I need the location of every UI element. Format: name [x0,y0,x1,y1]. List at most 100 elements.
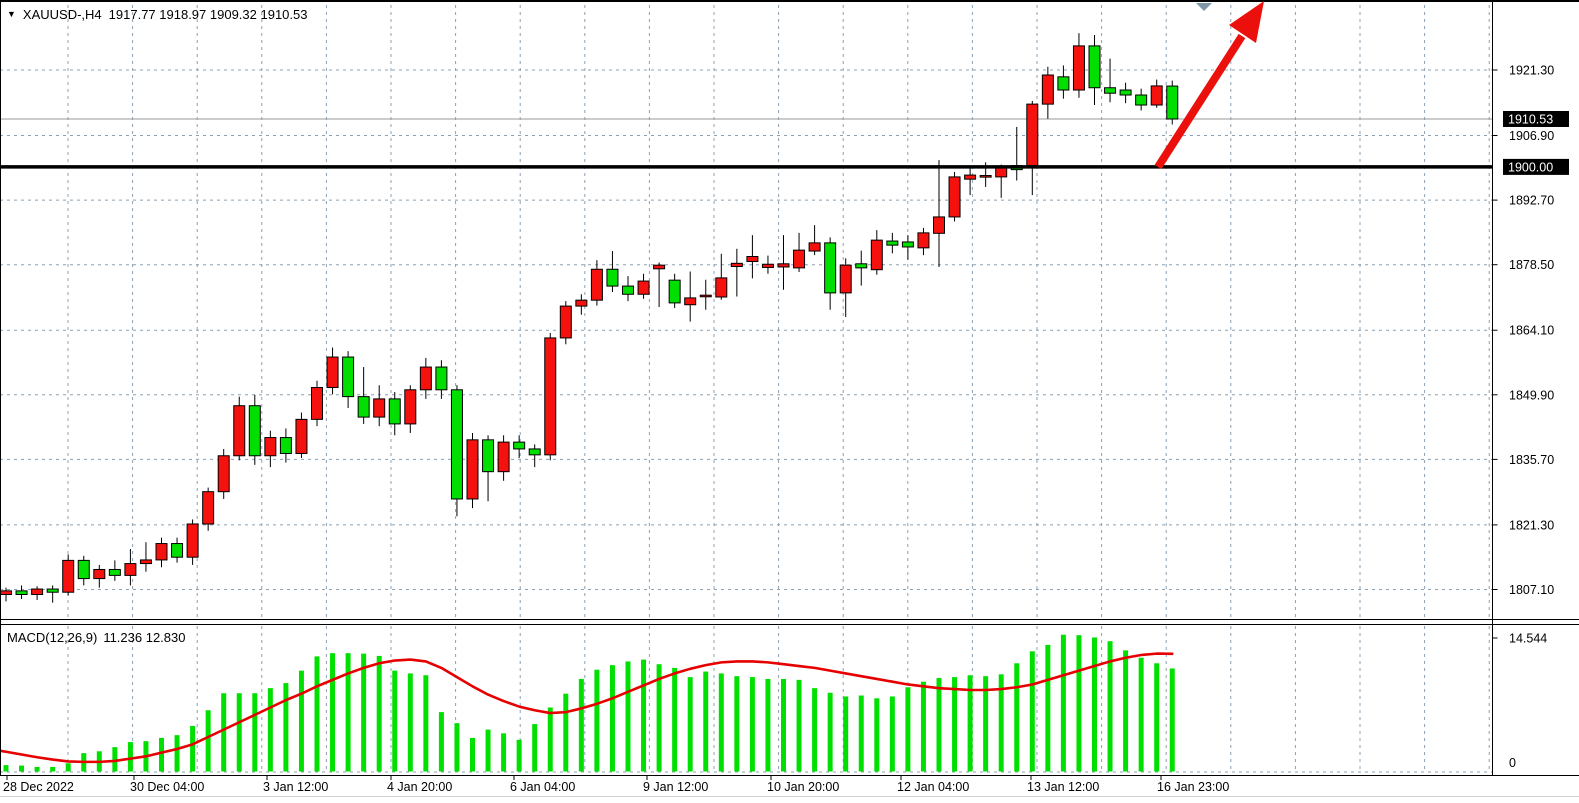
symbol-period-label: XAUUSD-,H4 [22,7,102,22]
candle-body [1166,85,1179,120]
chart-shift-marker-icon[interactable] [1196,3,1212,11]
price-axis-label: 1921.30 [1509,64,1554,78]
candle-body [1072,45,1085,91]
candle-body [839,264,852,294]
time-axis-label: 12 Jan 04:00 [897,780,969,794]
candle-body [637,280,650,295]
price-axis-label: 1906.90 [1509,129,1554,143]
trend-arrow[interactable] [1154,1,1264,170]
candle-body [668,279,681,304]
macd-bar [174,735,180,772]
candle-body [870,239,883,271]
candle-body [342,356,355,398]
macd-bar [889,696,895,772]
candle-body [590,268,603,301]
indicator-values-label: 11.236 12.830 [103,630,186,645]
macd-bar [330,653,336,772]
macd-bar [1060,634,1066,772]
price-axis-label: 1878.50 [1509,258,1554,272]
macd-bar [874,698,880,772]
candle-body [482,439,495,473]
macd-bar [952,677,958,772]
macd-bar [641,659,647,772]
price-axis-label: 1864.10 [1509,324,1554,338]
candle-body [217,455,230,493]
macd-bar [827,692,833,772]
candle-body [435,366,448,391]
price-axis-label: 1849.90 [1509,388,1554,402]
candle-body [264,437,277,457]
time-axis-label: 30 Dec 04:00 [130,780,204,794]
macd-bar [159,737,164,772]
chart-title: ▼ XAUUSD-,H4 1917.77 1918.97 1909.32 191… [7,7,307,22]
candle-body [622,285,634,295]
macd-bar [501,733,507,772]
candle-body [0,590,12,595]
macd-bar [796,679,802,772]
candle-body [544,337,557,456]
macd-bar [345,653,351,772]
macd-bar [252,693,258,772]
macd-bar [236,693,242,772]
candle-body [450,389,463,500]
macd-bar [656,664,662,772]
candle-body [388,398,401,425]
macd-bar [283,683,289,772]
macd-bar [205,710,211,772]
candle-body [497,441,510,473]
macd-bar [1138,657,1144,772]
candle-body [466,439,479,500]
macd-axis-max-label: 14.544 [1509,632,1547,646]
candle-body [684,297,697,306]
macd-bar [190,725,196,772]
time-axis-label: 3 Jan 12:00 [263,780,328,794]
candle-body [186,523,199,558]
candle-body [93,568,106,580]
candle-body [1057,76,1070,91]
macd-bar [967,675,973,772]
macd-bar [1123,650,1129,772]
candle-body [979,175,992,178]
macd-bar [127,742,133,772]
macd-bar [1076,635,1082,772]
candle-body [528,448,541,456]
candle-body [139,559,152,565]
macd-bar [905,687,911,772]
macd-bar [267,688,273,772]
macd-bar [532,724,538,772]
macd-bar [65,763,71,772]
candle-body [964,174,977,180]
macd-bar [812,688,818,772]
macd-bar [563,693,569,772]
macd-bar [843,696,849,772]
macd-bar [625,661,631,772]
macd-bar [221,693,227,772]
macd-signal-line [0,652,1174,764]
macd-bar [734,676,740,772]
candle-body [326,356,339,389]
macd-bar [672,667,678,772]
candle-body [46,588,59,593]
macd-bar [1045,644,1051,772]
symbol-dropdown-icon[interactable]: ▼ [7,9,16,19]
candle-body [279,437,292,454]
candle-body [933,216,945,234]
macd-bar [687,677,693,772]
candle-body [419,366,432,391]
current-price-badge-label: 1910.53 [1508,112,1553,126]
candle-body [653,264,666,270]
macd-bar [361,653,367,772]
macd-bar [516,739,522,772]
macd-bar [470,737,475,772]
time-axis-label: 16 Jan 23:00 [1157,780,1229,794]
macd-bar [718,673,724,772]
time-axis-label: 28 Dec 2022 [3,780,74,794]
macd-bar [438,712,444,772]
macd-bar [1107,641,1113,772]
candle-body [77,559,90,580]
price-axis-label: 1835.70 [1509,453,1554,467]
macd-bar [423,675,429,772]
macd-bar [19,765,25,772]
candle-body [777,263,790,268]
